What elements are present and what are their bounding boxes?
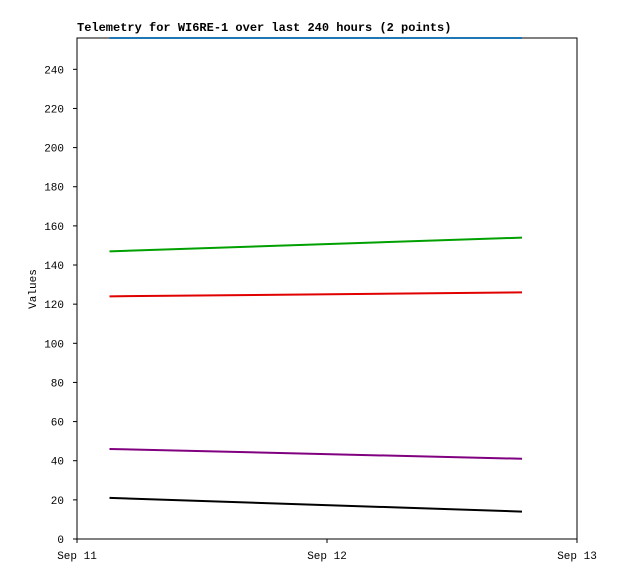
y-tick-label: 180	[44, 183, 64, 195]
y-tick-label: 160	[44, 222, 64, 234]
y-tick-label: 240	[44, 65, 64, 77]
y-tick-label: 120	[44, 300, 64, 312]
y-tick-label: 220	[44, 104, 64, 116]
y-tick-label: 140	[44, 261, 64, 273]
plot-frame	[76, 37, 578, 540]
y-tick-label: 200	[44, 144, 64, 156]
x-tick-label: Sep 11	[57, 551, 97, 563]
y-axis-label: Values	[28, 269, 40, 309]
series-line	[109, 291, 523, 298]
y-tick-label: 20	[51, 496, 64, 508]
series-line	[109, 496, 523, 513]
x-tick-label: Sep 12	[307, 551, 347, 563]
chart-title: Telemetry for WI6RE-1 over last 240 hour…	[77, 21, 451, 35]
y-tick-label: 0	[57, 535, 64, 547]
y-tick-label: 100	[44, 339, 64, 351]
y-tick-label: 40	[51, 457, 64, 469]
x-tick-label: Sep 13	[557, 551, 597, 563]
y-tick-label: 80	[51, 378, 64, 390]
series-line	[109, 447, 523, 460]
y-tick-label: 60	[51, 418, 64, 430]
series-line	[109, 236, 523, 253]
